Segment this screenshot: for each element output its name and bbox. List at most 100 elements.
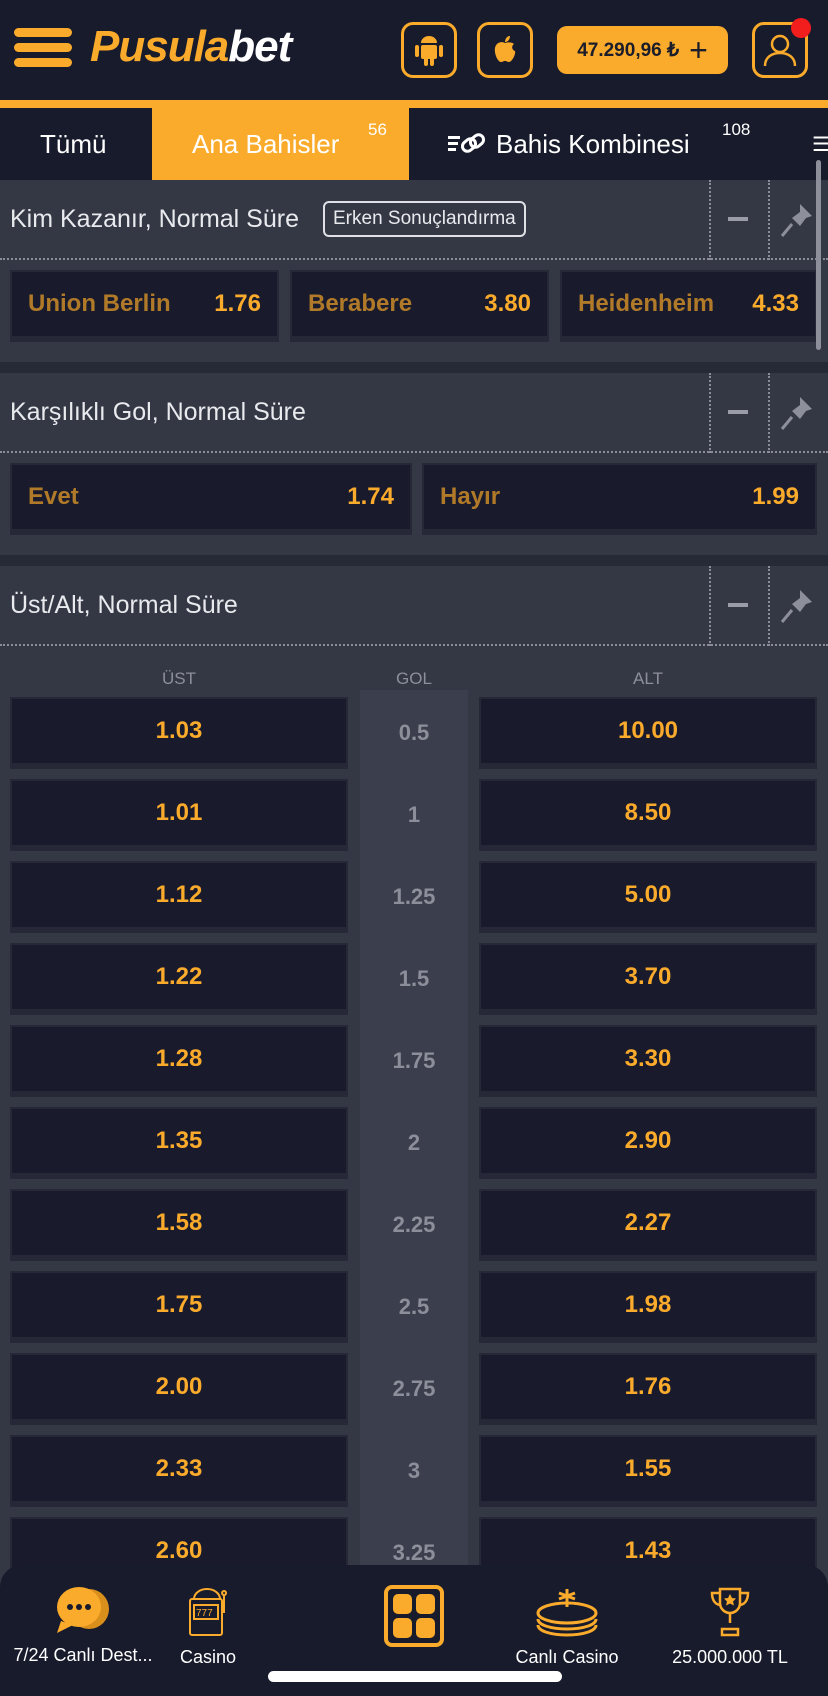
tab-bet-builder[interactable]: Bahis Kombinesi 108 [448, 108, 778, 180]
goal-line: 1 [407, 802, 421, 827]
ios-app-button[interactable] [477, 22, 533, 78]
tab-all[interactable]: Tümü [40, 108, 106, 180]
odd-button-yes[interactable]: Evet 1.74 [10, 463, 412, 535]
over-odd-button[interactable]: 1.01 [10, 779, 348, 851]
under-odd-button[interactable]: 1.55 [479, 1435, 817, 1507]
outcome-name: Evet [28, 483, 79, 510]
under-odd-button[interactable]: 2.27 [479, 1189, 817, 1261]
menu-icon[interactable] [14, 28, 72, 68]
goal-line: 0.5 [398, 720, 430, 745]
android-icon [415, 36, 443, 66]
divider [768, 566, 770, 646]
under-odd-button[interactable]: 10.00 [479, 697, 817, 769]
odd-button-home[interactable]: Union Berlin 1.76 [10, 270, 279, 342]
market-winner: Kim Kazanır, Normal Süre Erken Sonuçland… [0, 180, 828, 362]
nav-jackpot[interactable]: 25.000.000 TL [640, 1585, 820, 1668]
over-odd-button[interactable]: 1.12 [10, 861, 348, 933]
collapse-icon[interactable] [728, 217, 748, 221]
market-tabs: Tümü Ana Bahisler 56 Bahis Kombinesi 108 ☰ [0, 108, 828, 180]
over-odd-button[interactable]: 1.03 [10, 697, 348, 769]
over-odd-button[interactable]: 2.33 [10, 1435, 348, 1507]
pin-icon[interactable] [780, 586, 816, 626]
outcome-odd: 1.74 [347, 483, 394, 510]
apple-icon [494, 36, 516, 62]
home-indicator [268, 1671, 562, 1682]
outcome-name: Berabere [308, 290, 413, 317]
balance-deposit-button[interactable]: 47.290,96 ₺ + [557, 26, 728, 74]
outcome-odd: 3.80 [484, 290, 531, 317]
under-odd-button[interactable]: 3.70 [479, 943, 817, 1015]
goal-line: 3 [407, 1458, 421, 1483]
logo-text-1: Pusula [90, 22, 229, 71]
market-header[interactable]: Karşılıklı Gol, Normal Süre [0, 373, 828, 453]
outcome-name: Hayır [440, 483, 501, 510]
odd-button-no[interactable]: Hayır 1.99 [422, 463, 817, 535]
notification-dot [791, 18, 811, 38]
goal-line: 1.5 [398, 966, 430, 991]
under-odd-button[interactable]: 2.90 [479, 1107, 817, 1179]
chat-icon [57, 1587, 109, 1633]
goal-line: 2.25 [392, 1212, 436, 1237]
nav-live-casino[interactable]: Canlı Casino [484, 1585, 650, 1668]
android-app-button[interactable] [401, 22, 457, 78]
over-odd-button[interactable]: 2.00 [10, 1353, 348, 1425]
over-odd-button[interactable]: 1.35 [10, 1107, 348, 1179]
market-title: Kim Kazanır, Normal Süre [10, 204, 299, 233]
over-odd-button[interactable]: 1.28 [10, 1025, 348, 1097]
early-payout-badge: Erken Sonuçlandırma [323, 201, 526, 237]
column-header-goal: GOL [396, 669, 432, 688]
tab-label: Tümü [40, 128, 107, 159]
profile-button[interactable] [752, 22, 808, 78]
under-odd-button[interactable]: 5.00 [479, 861, 817, 933]
outcome-name: Union Berlin [28, 290, 171, 317]
outcome-name: Heidenheim [578, 290, 715, 317]
nav-live-support[interactable]: 7/24 Canlı Dest... [0, 1585, 166, 1666]
goal-column [360, 690, 468, 1570]
under-odd-button[interactable]: 1.76 [479, 1353, 817, 1425]
goal-line: 1.75 [392, 1048, 436, 1073]
goal-line: 2.75 [392, 1376, 436, 1401]
over-odd-button[interactable]: 1.22 [10, 943, 348, 1015]
nav-menu-grid[interactable] [331, 1585, 497, 1655]
plus-icon: + [689, 31, 708, 68]
nav-label: 25.000.000 TL [672, 1647, 788, 1667]
market-btts: Karşılıklı Gol, Normal Süre Evet 1.74 Hay… [0, 373, 828, 555]
logo-text-2: bet [228, 22, 292, 71]
column-header-over: ÜST [162, 669, 196, 688]
outcome-odd: 1.76 [214, 290, 261, 317]
svg-text:777: 777 [196, 1608, 213, 1619]
roulette-icon [536, 1589, 598, 1637]
under-odd-button[interactable]: 1.98 [479, 1271, 817, 1343]
divider [768, 180, 770, 260]
over-odd-button[interactable]: 1.58 [10, 1189, 348, 1261]
scrollbar[interactable] [816, 160, 821, 350]
market-header[interactable]: Üst/Alt, Normal Süre [0, 566, 828, 646]
market-title: Üst/Alt, Normal Süre [10, 590, 238, 619]
outcome-odd: 1.99 [752, 483, 799, 510]
trophy-icon [710, 1587, 750, 1637]
nav-casino[interactable]: 777 Casino [125, 1585, 291, 1668]
pin-icon[interactable] [780, 393, 816, 433]
market-title: Karşılıklı Gol, Normal Süre [10, 397, 306, 426]
tab-more[interactable]: ☰ [812, 108, 828, 180]
odd-button-away[interactable]: Heidenheim 4.33 [560, 270, 817, 342]
collapse-icon[interactable] [728, 410, 748, 414]
odd-button-draw[interactable]: Berabere 3.80 [290, 270, 549, 342]
pin-icon[interactable] [780, 200, 816, 240]
logo[interactable]: Pusulabet [90, 22, 292, 72]
slot-machine-icon: 777 [189, 1588, 228, 1636]
market-header[interactable]: Kim Kazanır, Normal Süre Erken Sonuçland… [0, 180, 828, 260]
user-icon [763, 34, 797, 67]
nav-label: Canlı Casino [515, 1647, 619, 1667]
over-odd-button[interactable]: 1.75 [10, 1271, 348, 1343]
header: Pusulabet 47.290,96 ₺ + [0, 0, 828, 100]
section-gap [0, 555, 828, 566]
collapse-icon[interactable] [728, 603, 748, 607]
divider [709, 180, 711, 260]
nav-label: 7/24 Canlı Dest... [13, 1645, 153, 1665]
under-odd-button[interactable]: 8.50 [479, 779, 817, 851]
outcome-odd: 4.33 [752, 290, 799, 317]
tab-main-bets[interactable]: Ana Bahisler 56 [152, 108, 409, 180]
list-icon: ☰ [812, 133, 828, 156]
under-odd-button[interactable]: 3.30 [479, 1025, 817, 1097]
